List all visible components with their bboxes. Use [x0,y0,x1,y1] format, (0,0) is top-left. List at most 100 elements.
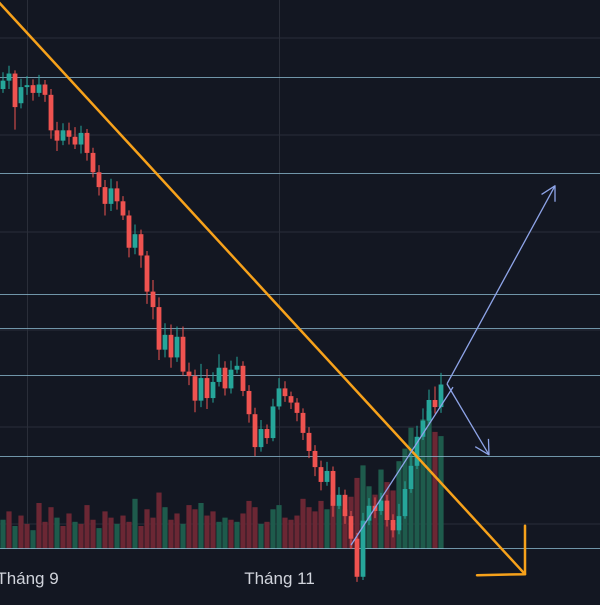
candle [42,80,48,102]
candle [384,494,390,527]
candle-body [264,429,270,439]
volume-bar [144,509,150,549]
volume-bar [186,505,192,549]
candle-body [96,172,102,188]
candle [390,514,396,538]
volume-bar [288,519,294,549]
candle [48,89,54,139]
candle-body [426,400,432,421]
volume-bar [414,440,420,549]
drawing-annotations [0,1,556,577]
candle-body [414,436,420,466]
volume-bar [108,517,114,549]
candle [396,503,402,535]
volume-bar [282,517,288,549]
volume-bar [246,500,252,549]
candle [168,324,174,368]
candle-body [60,130,66,141]
candle [150,280,156,320]
candle-body [138,234,144,256]
candle-body [318,467,324,482]
candle-body [126,215,132,248]
candle-body [168,334,174,358]
volume-bar [300,498,306,549]
candle [264,424,270,444]
volume-bar [426,411,432,549]
arrow-shaft [446,185,556,385]
volume-bar [54,517,60,549]
candle [198,363,204,408]
candle-body [246,390,252,415]
candle [342,489,348,524]
volume-bar [132,498,138,549]
candle [306,427,312,459]
volume-bar [18,515,24,549]
candle [54,121,60,151]
candle-body [174,336,180,358]
candle [30,79,36,101]
candle-body [306,432,312,451]
candle [174,326,180,362]
candle-body [402,489,408,517]
volume-bar [306,507,312,549]
candle [288,391,294,410]
downtrend-line [0,1,527,576]
candle [186,362,192,386]
candle-body [378,500,384,511]
candle [360,512,366,580]
candle-body [366,505,372,521]
volume-bar [360,465,366,549]
candle-body [354,538,360,577]
candle-body [180,336,186,372]
candle-body [114,188,120,202]
candle-body [84,132,90,153]
grid-layer [0,0,600,549]
candle [408,454,414,493]
volume-bar [270,509,276,549]
candle-body [228,369,234,389]
volume-bar [78,523,84,549]
candle [162,323,168,358]
volume-bar [258,523,264,549]
candle [156,297,162,360]
candle-body [186,371,192,377]
volume-bar [234,521,240,549]
volume-bar [36,503,42,549]
volume-bar [138,526,144,549]
candle-body [6,73,12,81]
candle [36,74,42,97]
candle [210,372,216,403]
volume-bar [30,530,36,549]
volume-bar [324,509,330,549]
candle [276,378,282,410]
arrow-head [541,185,556,202]
rising-support-line [350,386,454,546]
candle-body [132,234,138,248]
candle-body [360,520,366,577]
candle [114,181,120,210]
volume-bar [114,523,120,549]
volume-layer [0,411,444,549]
candle-body [198,378,204,401]
volume-bar [330,494,336,549]
candle-body [54,130,60,141]
candle-body [18,87,24,104]
candle-body [240,365,246,391]
candle-body [330,470,336,506]
candle [78,125,84,154]
candle [192,369,198,413]
volume-bar [438,436,444,549]
candle [90,147,96,178]
candle [66,122,72,145]
candle-body [294,402,300,413]
x-tick-label: Tháng 9 [0,569,59,588]
candle-body [420,420,426,437]
candle-body [216,367,222,382]
candle [432,386,438,414]
candle-body [108,188,114,204]
candle-body [210,381,216,399]
candle [108,178,114,211]
candle-body [90,152,96,173]
candle [96,165,102,196]
